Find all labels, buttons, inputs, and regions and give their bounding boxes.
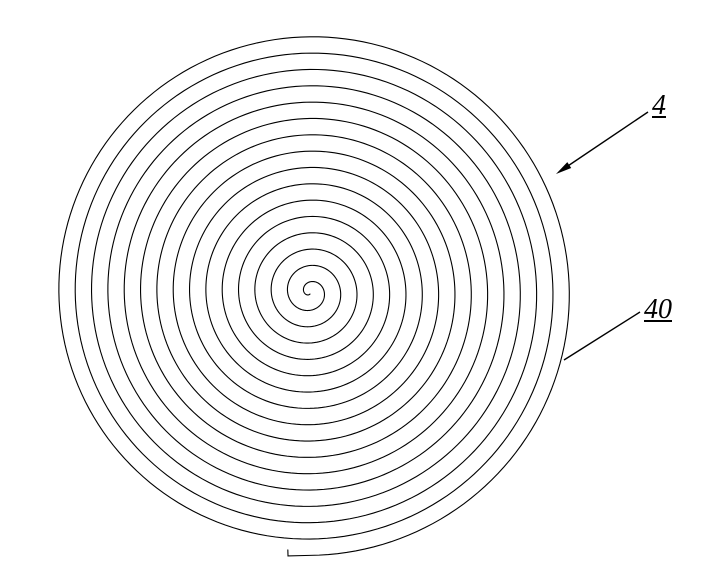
spiral-coil	[59, 37, 569, 556]
leader-label-4	[556, 112, 648, 174]
diagram-stage: 4 40	[0, 0, 712, 565]
diagram-svg	[0, 0, 712, 565]
callout-label-40: 40	[644, 294, 672, 326]
leader-label-40	[564, 312, 640, 360]
callout-label-4: 4	[652, 90, 666, 122]
